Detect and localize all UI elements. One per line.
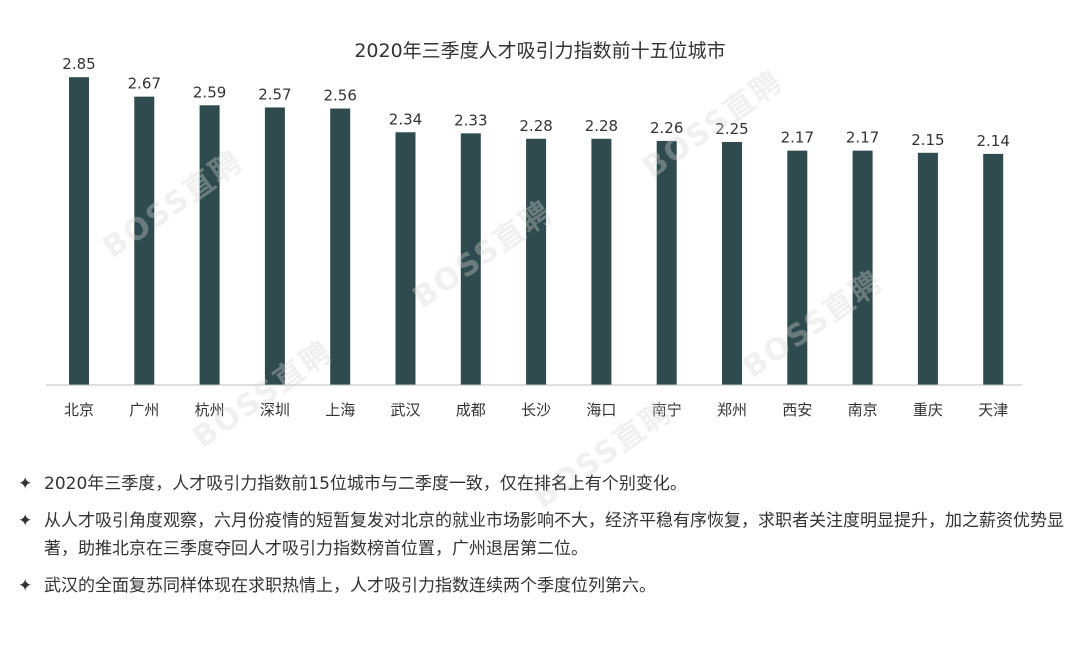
data-label: 2.15 xyxy=(911,131,944,149)
note-item: ✦ 从人才吸引角度观察，六月份疫情的短暂复发对北京的就业市场影响不大，经济平稳有… xyxy=(18,507,1068,563)
bar-天津 xyxy=(983,153,1004,385)
data-label: 2.57 xyxy=(258,85,291,103)
x-tick-label: 南宁 xyxy=(652,401,682,419)
data-label: 2.56 xyxy=(323,87,356,105)
bar-西安 xyxy=(787,150,808,385)
x-tick-label: 广州 xyxy=(129,401,159,419)
data-label: 2.59 xyxy=(193,83,226,101)
note-text: 2020年三季度，人才吸引力指数前15位城市与二季度一致，仅在排名上有个别变化。 xyxy=(44,474,687,494)
bar-上海 xyxy=(330,108,351,386)
x-tick-label: 深圳 xyxy=(260,401,290,419)
bar-北京 xyxy=(69,77,89,385)
note-text: 从人才吸引角度观察，六月份疫情的短暂复发对北京的就业市场影响不大，经济平稳有序恢… xyxy=(44,511,1064,559)
data-label: 2.28 xyxy=(519,117,552,135)
x-tick-label: 天津 xyxy=(978,401,1008,419)
x-tick-label: 上海 xyxy=(325,401,355,419)
data-label: 2.14 xyxy=(976,132,1009,150)
data-label: 2.67 xyxy=(128,75,161,93)
note-text: 武汉的全面复苏同样体现在求职热情上，人才吸引力指数连续两个季度位列第六。 xyxy=(44,576,656,596)
bar-郑州 xyxy=(722,142,742,385)
bar-深圳 xyxy=(264,107,285,385)
x-tick-label: 西安 xyxy=(782,401,812,419)
data-label: 2.28 xyxy=(585,117,618,135)
star-bullet-icon: ✦ xyxy=(18,474,33,494)
star-bullet-icon: ✦ xyxy=(18,576,33,596)
data-label: 2.17 xyxy=(846,129,879,147)
bar-chart: 2020年三季度人才吸引力指数前十五位城市 2.85 北京 2.67 广州 2.59 杭州… xyxy=(46,40,1022,419)
x-tick-label: 海口 xyxy=(586,401,616,419)
x-tick-label: 成都 xyxy=(456,401,486,419)
x-tick-label: 武汉 xyxy=(390,401,420,419)
star-bullet-icon: ✦ xyxy=(18,511,33,531)
x-tick-label: 郑州 xyxy=(717,401,747,419)
bar-成都 xyxy=(460,133,481,385)
bar-南京 xyxy=(852,150,873,385)
x-tick-label: 北京 xyxy=(64,401,94,419)
notes-list: ✦ 2020年三季度，人才吸引力指数前15位城市与二季度一致，仅在排名上有个别变… xyxy=(18,470,1068,609)
chart-area: 2020年三季度人才吸引力指数前十五位城市 2.85 北京 2.67 广州 2.59 杭州… xyxy=(46,40,1022,419)
bar-长沙 xyxy=(526,138,547,385)
x-tick-label: 重庆 xyxy=(913,401,943,419)
chart-title: 2020年三季度人才吸引力指数前十五位城市 xyxy=(354,40,725,62)
x-tick-label: 长沙 xyxy=(521,401,551,419)
data-label: 2.26 xyxy=(650,119,683,137)
data-label: 2.34 xyxy=(389,110,422,128)
bar-杭州 xyxy=(199,105,220,385)
bar-武汉 xyxy=(395,132,416,385)
bar-南宁 xyxy=(656,140,677,385)
data-label: 2.33 xyxy=(454,111,487,129)
x-tick-label: 南京 xyxy=(848,401,878,419)
bar-重庆 xyxy=(917,152,938,385)
bar-海口 xyxy=(591,138,612,385)
x-tick-label: 杭州 xyxy=(195,401,225,419)
data-label: 2.85 xyxy=(62,55,95,73)
bar-广州 xyxy=(134,96,155,385)
note-item: ✦ 2020年三季度，人才吸引力指数前15位城市与二季度一致，仅在排名上有个别变… xyxy=(18,470,1068,498)
note-item: ✦ 武汉的全面复苏同样体现在求职热情上，人才吸引力指数连续两个季度位列第六。 xyxy=(18,572,1068,600)
data-label: 2.17 xyxy=(781,129,814,147)
data-label: 2.25 xyxy=(715,120,748,138)
